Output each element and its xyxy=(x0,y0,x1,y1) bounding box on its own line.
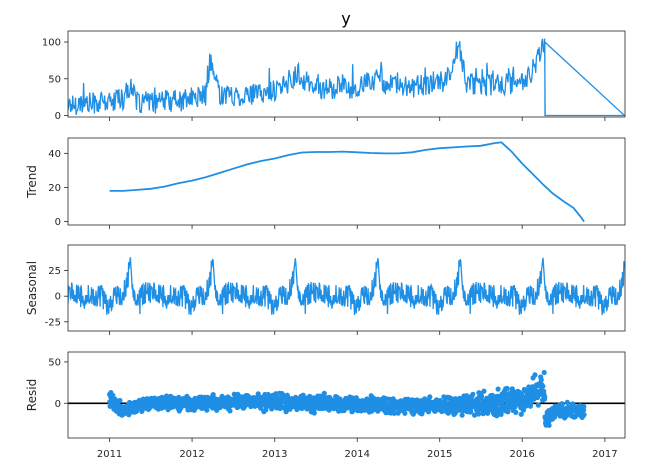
panel-observed: 0 50 100 xyxy=(42,30,626,122)
x-tick-label: 2016 xyxy=(509,449,534,460)
x-tick-label: 2013 xyxy=(262,449,287,460)
trend-series xyxy=(109,141,585,223)
seasonal-line xyxy=(68,257,625,316)
resid-point xyxy=(520,407,527,413)
observed-series xyxy=(68,38,625,117)
resid-point xyxy=(321,390,327,396)
seasonal-series xyxy=(68,257,625,316)
y-tick-label: 25 xyxy=(48,266,61,277)
panel-frame xyxy=(67,30,626,118)
resid-point xyxy=(391,410,397,416)
resid-axis-label: Resid xyxy=(25,379,39,411)
y-tick-label: 100 xyxy=(42,38,61,49)
resid-point xyxy=(546,422,552,428)
resid-point xyxy=(495,386,501,392)
resid-point xyxy=(227,408,233,414)
resid-point xyxy=(513,409,519,415)
y-tick-label: 20 xyxy=(48,183,61,194)
trend-axis-label: Trend xyxy=(25,165,39,199)
trend-line xyxy=(109,141,585,223)
resid-point xyxy=(117,397,123,404)
resid-point xyxy=(542,394,548,400)
resid-point xyxy=(481,388,487,394)
panel-frame xyxy=(67,137,626,226)
x-tick-label: 2014 xyxy=(345,449,370,460)
resid-point xyxy=(468,409,474,415)
resid-point xyxy=(427,394,433,400)
resid-point xyxy=(532,372,538,378)
resid-point xyxy=(494,413,500,419)
resid-point xyxy=(535,402,541,408)
resid-point xyxy=(479,393,485,400)
resid-point xyxy=(564,399,570,405)
x-tick-label: 2017 xyxy=(592,449,617,460)
y-tick-label: 50 xyxy=(48,74,61,85)
panel-seasonal: -25 0 25 Seasonal xyxy=(25,244,626,335)
panel-frame xyxy=(67,351,626,439)
observed-line xyxy=(68,38,625,117)
x-tick-label: 2015 xyxy=(427,449,452,460)
panel-resid: 0 50 2011 2012 2013 2014 2015 2016 2017 Resid xyxy=(25,351,626,460)
resid-point xyxy=(504,385,510,392)
resid-point xyxy=(476,411,482,417)
resid-point xyxy=(210,392,216,398)
y-tick-label: 0 xyxy=(55,292,61,303)
resid-point xyxy=(540,383,546,389)
resid-point xyxy=(505,409,511,415)
resid-point xyxy=(518,411,524,417)
y-tick-label: -25 xyxy=(45,317,61,328)
panel-frame xyxy=(67,244,626,332)
figure-title: y xyxy=(341,9,350,28)
resid-point xyxy=(163,393,170,399)
resid-point xyxy=(300,392,306,398)
y-tick-label: 0 xyxy=(55,111,61,122)
resid-point xyxy=(581,407,587,413)
resid-point xyxy=(498,411,504,417)
resid-point xyxy=(470,391,476,397)
resid-series xyxy=(107,369,587,428)
resid-point xyxy=(459,412,465,418)
resid-point xyxy=(581,403,587,410)
resid-point xyxy=(541,369,547,376)
x-tick-label: 2011 xyxy=(97,449,122,460)
panels-group: 0 50 100 0 20 40 Trend -25 0 25 Seasonal 0 50 2011 201… xyxy=(25,30,626,460)
resid-point xyxy=(402,410,408,416)
y-tick-label: 0 xyxy=(55,399,61,410)
panel-trend: 0 20 40 Trend xyxy=(25,137,626,229)
y-tick-label: 0 xyxy=(55,217,61,228)
x-tick-label: 2012 xyxy=(179,449,204,460)
resid-point xyxy=(538,377,544,383)
y-tick-label: 40 xyxy=(48,149,61,160)
resid-point xyxy=(311,410,317,416)
y-tick-label: 50 xyxy=(48,357,61,368)
seasonal-axis-label: Seasonal xyxy=(25,261,39,315)
resid-point xyxy=(581,412,587,418)
resid-point xyxy=(528,401,534,407)
